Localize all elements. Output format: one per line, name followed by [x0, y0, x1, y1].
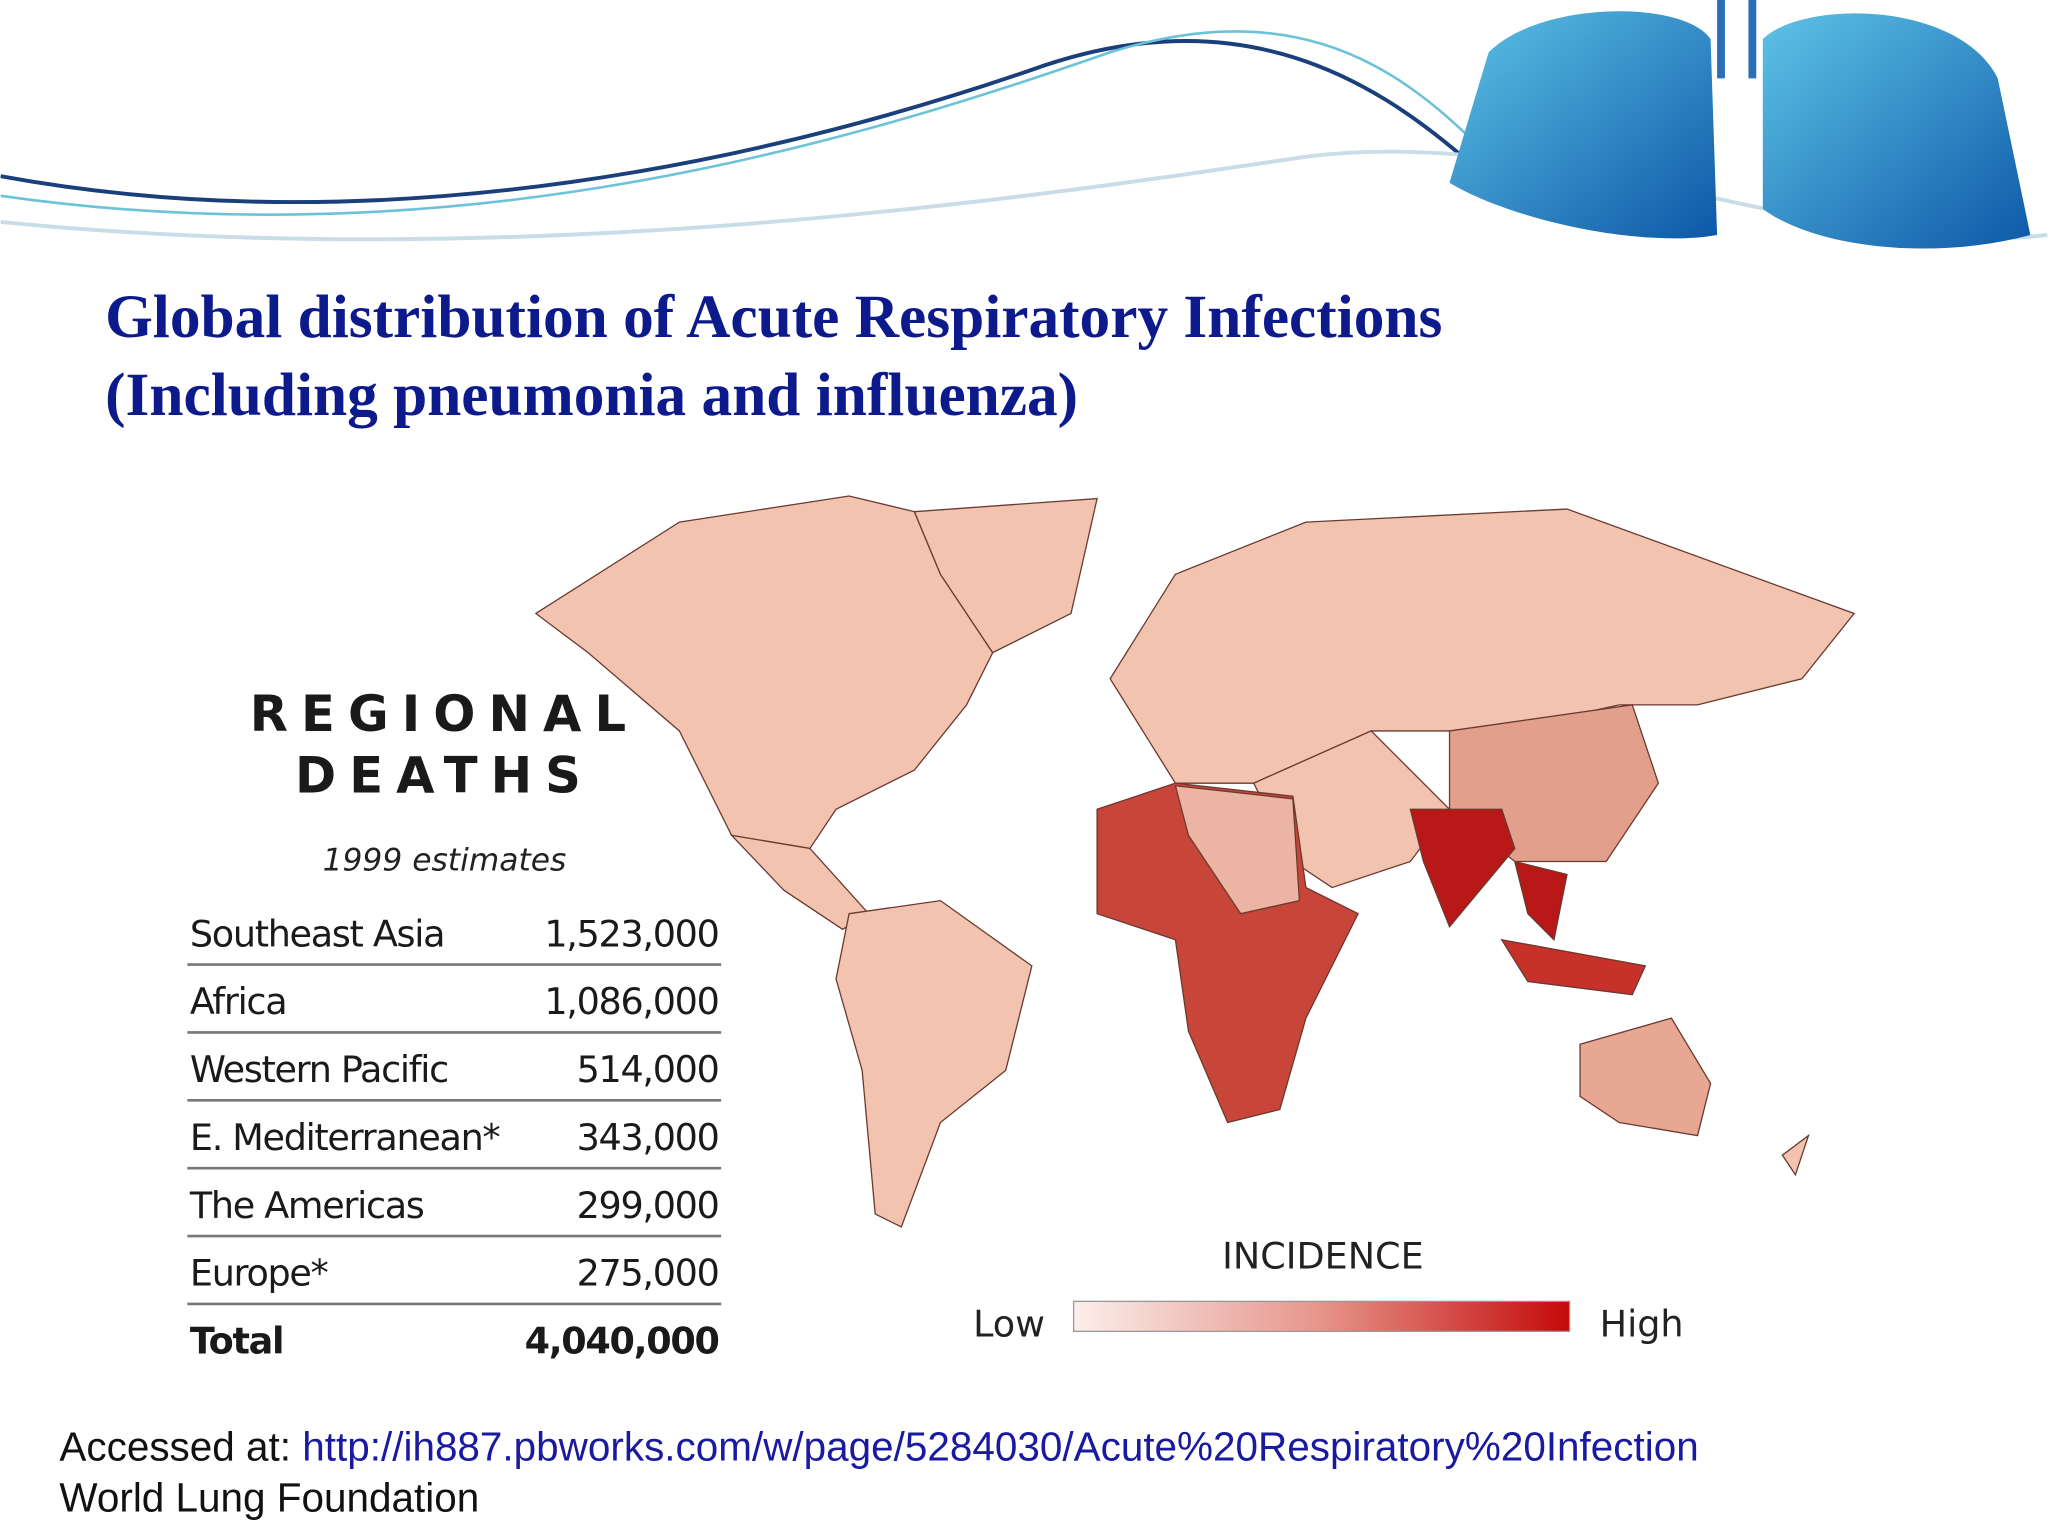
- row-label: Africa: [190, 980, 286, 1023]
- footer-accessed: Accessed at: http://ih887.pbworks.com/w/…: [59, 1424, 1698, 1470]
- table-title: REGIONAL: [250, 685, 639, 743]
- legend-title: INCIDENCE: [1222, 1235, 1424, 1278]
- row-value: 275,000: [577, 1252, 719, 1295]
- row-value: 1,523,000: [544, 912, 718, 955]
- row-label: Western Pacific: [190, 1048, 448, 1091]
- row-label: Total: [190, 1320, 283, 1363]
- row-value: 514,000: [577, 1048, 719, 1091]
- footer-link[interactable]: http://ih887.pbworks.com/w/page/5284030/…: [302, 1424, 1698, 1470]
- deaths-table: Southeast Asia 1,523,000 Africa 1,086,000 We…: [187, 912, 722, 1363]
- row-value: 4,040,000: [525, 1320, 719, 1363]
- row-label: E. Mediterranean*: [190, 1116, 501, 1159]
- row-value: 299,000: [577, 1184, 719, 1227]
- row-label: The Americas: [189, 1184, 424, 1227]
- world-map: [534, 495, 1856, 1228]
- row-value: 343,000: [577, 1116, 719, 1159]
- header-decoration: [0, 0, 2048, 249]
- legend-high: High: [1600, 1303, 1684, 1346]
- slide-title: Global distribution of Acute Respiratory…: [105, 283, 1442, 351]
- footer-prefix: Accessed at:: [59, 1424, 291, 1470]
- footer-source: World Lung Foundation: [59, 1475, 479, 1521]
- legend-gradient: [1072, 1300, 1571, 1333]
- legend-low: Low: [973, 1303, 1045, 1346]
- slide-title: (Including pneumonia and influenza): [105, 361, 1078, 429]
- row-label: Europe*: [190, 1252, 329, 1295]
- row-value: 1,086,000: [544, 980, 718, 1023]
- table-title: DEATHS: [295, 746, 594, 804]
- table-subtitle: 1999 estimates: [323, 843, 567, 879]
- row-label: Southeast Asia: [190, 912, 444, 955]
